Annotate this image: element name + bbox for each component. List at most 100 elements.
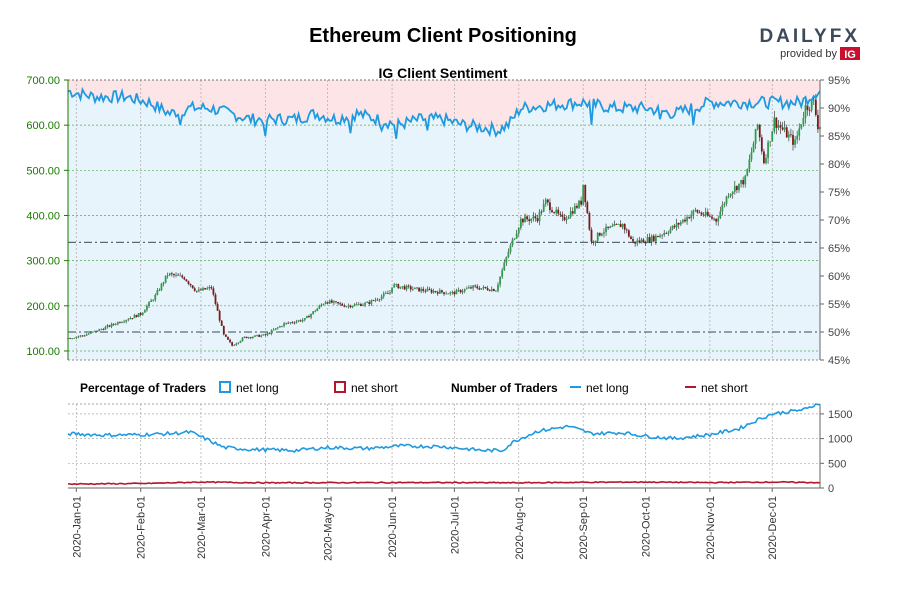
candle-body-2020-01-06 (85, 334, 88, 336)
pct-tick-label-7: 80% (828, 159, 850, 171)
candle-body-2020-01-13 (100, 329, 103, 330)
candle-body-2020-03-13 (224, 334, 227, 337)
candle-body-2020-09-23 (627, 230, 630, 237)
candle-body-2020-05-20 (366, 302, 369, 303)
candle-body-2020-04-22 (308, 316, 310, 318)
trader-line-net-short (67, 480, 821, 486)
candle-body-2020-10-16 (675, 223, 678, 228)
candle-body-2020-05-07 (339, 303, 342, 305)
candle-body-2020-02-05 (148, 301, 150, 306)
candle-body-2019-12-30 (71, 338, 74, 340)
candle-body-2020-08-22 (561, 214, 564, 217)
candle-body-2020-02-07 (152, 299, 155, 301)
candle-body-2020-09-06 (592, 241, 595, 243)
candle-body-2020-02-22 (183, 277, 186, 280)
candle-body-2020-11-29 (767, 142, 769, 158)
top-axes: 100.00 200.00 300.00 400.00 500.00 600.00 700.… (26, 75, 850, 367)
x-tick-label-3: 2020-Apr-01 (260, 496, 272, 557)
x-tick-label-0: 2020-Jan-01 (71, 496, 83, 558)
legend-pct-short-swatch (334, 381, 346, 393)
candle-body-2020-04-21 (305, 316, 308, 319)
candle-body-2020-02-23 (185, 279, 188, 282)
x-tick-label-1: 2020-Feb-01 (136, 496, 148, 559)
candle-body-2020-04-23 (310, 314, 312, 318)
candle-body-2020-05-06 (337, 302, 339, 304)
candle-body-2020-04-02 (266, 333, 269, 336)
candle-body-2020-07-22 (497, 284, 499, 291)
candle-body-2020-09-20 (621, 223, 624, 228)
legend-percentage-heading: Percentage of Traders (80, 381, 206, 395)
candle-body-2020-05-10 (345, 306, 348, 308)
candle-body-2020-09-27 (636, 240, 639, 244)
candle-body-2020-03-07 (212, 288, 215, 295)
x-tick-label-11: 2020-Dec-01 (767, 496, 779, 560)
x-tick-label-2: 2020-Mar-01 (196, 496, 208, 559)
candle-body-2020-09-16 (613, 224, 616, 227)
candle-body-2020-01-12 (98, 329, 101, 332)
candle-body-2020-12-20 (810, 100, 813, 111)
count-tick-label-3: 1500 (828, 409, 852, 421)
candle-body-2020-05-01 (326, 302, 329, 304)
chart-title: Ethereum Client Positioning (309, 25, 577, 47)
candle-body-2020-10-02 (646, 237, 649, 243)
candle-body-2020-07-13 (478, 288, 481, 290)
candle-body-2020-02-13 (164, 275, 167, 283)
candle-body-2020-01-14 (102, 329, 105, 330)
candle-body-2020-12-12 (794, 139, 796, 145)
price-tick-label-6: 700.00 (26, 75, 60, 87)
candle-body-2020-11-22 (752, 143, 755, 153)
candle-body-2020-04-26 (316, 308, 319, 312)
candle-body-2020-06-03 (395, 284, 398, 285)
candle-body-2020-06-18 (426, 288, 429, 292)
candle-body-2020-04-18 (299, 320, 302, 322)
candle-body-2020-07-15 (482, 286, 485, 289)
x-tick-label-8: 2020-Sep-01 (578, 496, 590, 560)
trader-line-net-long (67, 402, 821, 454)
legend-number-heading: Number of Traders (451, 381, 558, 395)
price-tick-label-2: 300.00 (26, 256, 60, 268)
candle-body-2020-07-27 (507, 251, 510, 258)
pct-tick-label-10: 95% (828, 75, 850, 87)
candle-body-2020-05-05 (335, 301, 337, 303)
candle-body-2020-12-04 (777, 125, 780, 128)
candle-body-2020-06-22 (434, 291, 437, 293)
candle-body-2020-07-07 (465, 288, 468, 290)
candle-body-2020-04-16 (295, 321, 298, 323)
candle-body-2020-12-05 (779, 125, 782, 128)
candle-body-2020-03-01 (200, 289, 202, 291)
candle-body-2020-04-10 (283, 323, 285, 327)
candle-body-2020-07-05 (461, 291, 464, 293)
candle-body-2020-11-21 (750, 152, 753, 160)
candle-body-2020-12-01 (771, 131, 774, 142)
candle-body-2020-02-29 (197, 289, 200, 292)
reference-lines (68, 241, 820, 333)
candle-body-2020-04-07 (276, 327, 279, 329)
candle-body-2020-08-21 (559, 213, 562, 215)
candle-body-2020-04-28 (320, 304, 323, 306)
candle-body-2020-07-17 (486, 288, 489, 291)
candle-body-2020-01-24 (123, 321, 125, 323)
candle-body-2020-03-19 (237, 342, 240, 344)
candle-body-2020-05-28 (382, 293, 385, 297)
candle-body-2020-08-01 (517, 227, 520, 234)
candle-body-2020-10-14 (671, 225, 674, 230)
candle-body-2020-12-06 (781, 127, 784, 130)
legend-num-long-label: net long (586, 381, 629, 395)
legend-num-short-label: net short (701, 381, 748, 395)
candle-body-2020-11-20 (748, 159, 751, 170)
candle-body-2020-08-29 (576, 205, 578, 208)
candle-body-2020-10-10 (663, 232, 666, 236)
candle-body-2020-03-31 (262, 334, 265, 336)
candle-body-2020-11-24 (756, 124, 759, 130)
candle-body-2020-01-26 (127, 319, 130, 321)
legend-pct-long-label: net long (236, 381, 279, 395)
candle-body-2020-06-23 (436, 292, 439, 294)
candle-body-2020-01-31 (137, 313, 140, 318)
sentiment-subtitle: IG Client Sentiment (378, 65, 507, 81)
candle-body-2020-12-23 (817, 115, 819, 130)
candle-body-2020-06-27 (445, 293, 447, 295)
candle-body-2020-01-10 (94, 330, 96, 332)
candle-body-2020-05-22 (370, 300, 373, 305)
candle-body-2020-03-30 (260, 335, 263, 337)
candle-body-2020-06-12 (414, 287, 416, 290)
